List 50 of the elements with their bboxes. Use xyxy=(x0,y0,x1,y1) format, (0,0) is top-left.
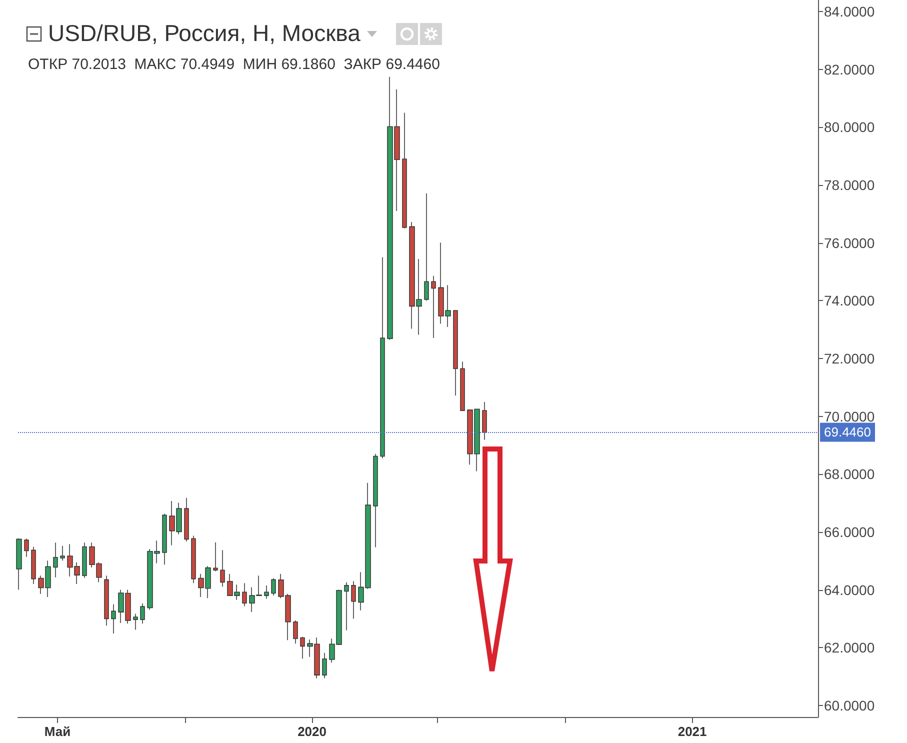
candlestick xyxy=(133,613,138,630)
candlestick xyxy=(380,256,385,459)
ref-line-label: 69.4460 xyxy=(824,424,871,440)
candlestick xyxy=(373,454,378,548)
y-tick-label: 66.0000 xyxy=(824,524,875,540)
candlestick xyxy=(213,542,218,572)
x-tick-label: 2021 xyxy=(678,724,707,739)
candlestick xyxy=(111,604,116,634)
y-tick-label: 76.0000 xyxy=(824,234,875,251)
text: USD/RUB, Россия, Н, Москва xyxy=(48,20,360,47)
candlestick xyxy=(322,652,327,679)
candlestick xyxy=(220,550,225,588)
candlestick xyxy=(264,585,269,600)
y-tick-label: 60.0000 xyxy=(824,697,875,714)
candlestick xyxy=(24,538,29,558)
candlestick xyxy=(300,636,305,659)
y-tick-label: 62.0000 xyxy=(824,640,875,656)
y-tick-label: 64.0000 xyxy=(824,582,875,598)
text: ОТКР 70.2013 МАКС 70.4949 МИН 69.1860 ЗАКР 69.4460 xyxy=(28,56,440,73)
y-tick-label: 68.0000 xyxy=(824,466,875,482)
candlestick xyxy=(431,275,436,338)
candlestick xyxy=(104,575,109,626)
candlestick xyxy=(191,535,196,584)
candlestick xyxy=(16,538,22,590)
x-tick-label: Май xyxy=(44,724,71,739)
candlestick xyxy=(60,545,65,561)
candlestick xyxy=(271,578,276,596)
candlestick xyxy=(53,542,58,578)
y-tick-label: 84.0000 xyxy=(824,4,875,20)
y-tick-label: 78.0000 xyxy=(824,177,875,194)
y-tick-label: 74.0000 xyxy=(824,292,875,309)
candlestick xyxy=(31,546,36,584)
candlestick xyxy=(482,402,487,440)
candlestick xyxy=(402,112,407,229)
y-tick-label: 82.0000 xyxy=(824,61,875,78)
candlestick xyxy=(293,620,298,644)
candlestick xyxy=(184,497,189,542)
candlestick xyxy=(351,580,356,620)
candlestick xyxy=(140,602,145,624)
candlestick xyxy=(344,582,349,631)
candlestick xyxy=(460,361,465,411)
candlestick xyxy=(424,193,429,302)
y-tick-label: 80.0000 xyxy=(824,119,875,136)
candlestick xyxy=(162,513,167,566)
candlestick xyxy=(453,310,458,396)
candlestick xyxy=(242,582,247,607)
y-tick-label: 70.0000 xyxy=(824,408,875,424)
y-tick-label: 72.0000 xyxy=(824,350,875,366)
candlestick xyxy=(82,542,87,578)
x-tick-label: 2020 xyxy=(298,724,326,739)
